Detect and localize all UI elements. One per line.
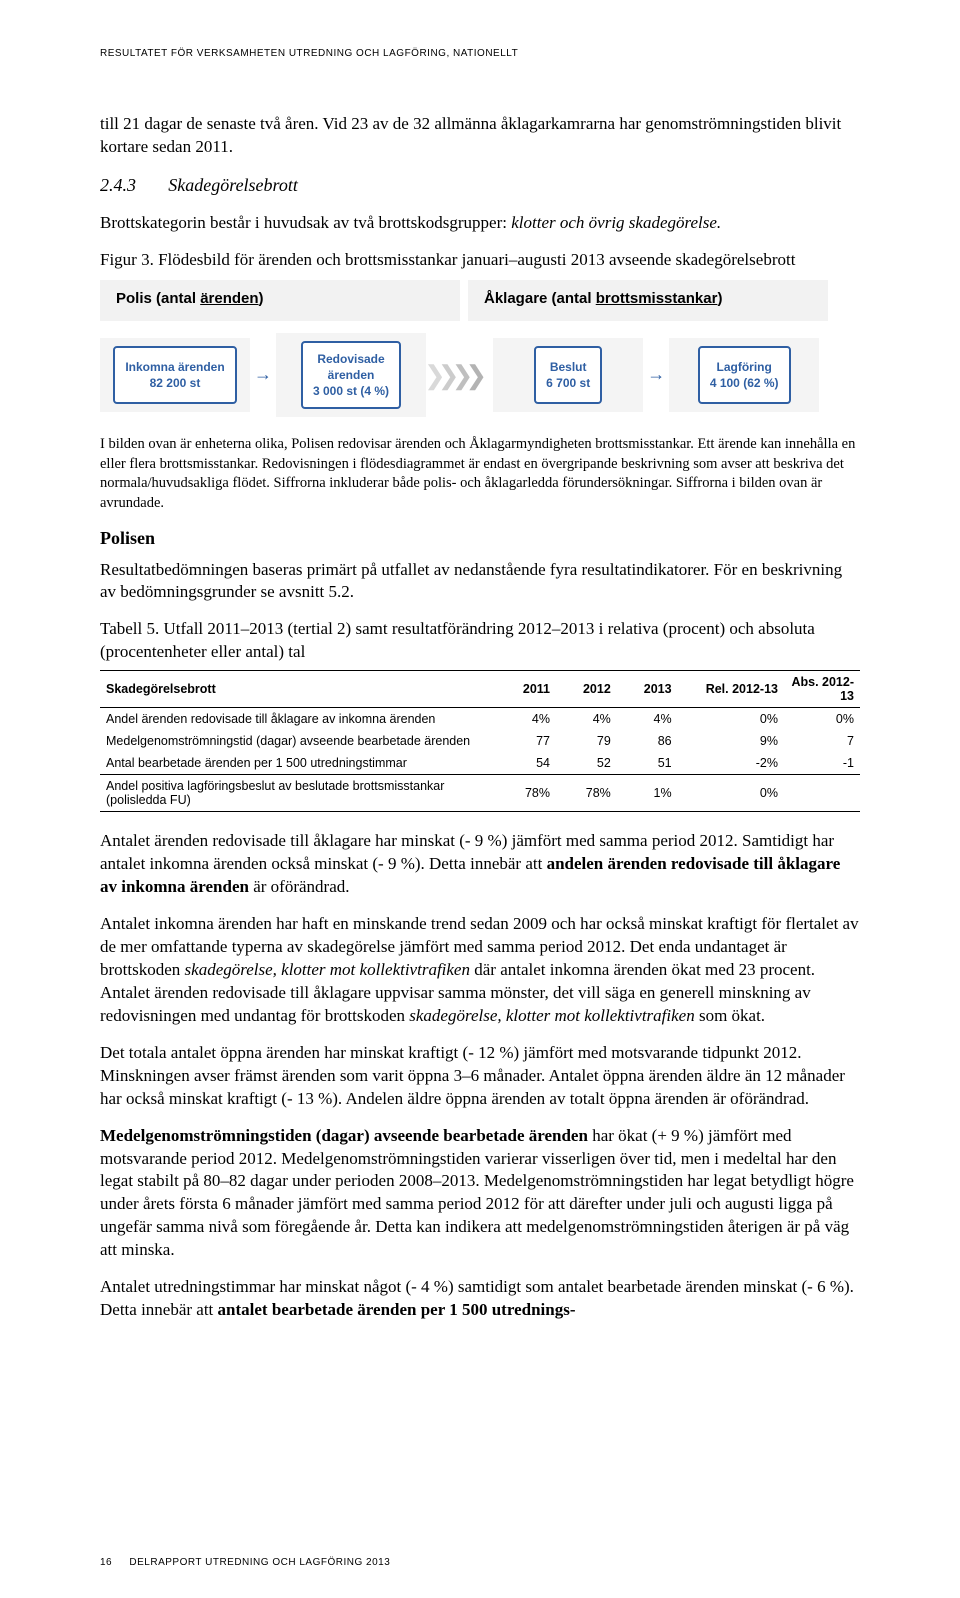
table-cell: 54 bbox=[495, 752, 556, 775]
table-cell: 4% bbox=[617, 708, 678, 731]
node-l2: ärenden bbox=[313, 367, 389, 383]
table-caption: Tabell 5. Utfall 2011–2013 (tertial 2) s… bbox=[100, 618, 860, 664]
table-row: Medelgenomströmningstid (dagar) avseende… bbox=[100, 730, 860, 752]
table-col-header: Skadegörelsebrott bbox=[100, 671, 495, 708]
arrow-icon: → bbox=[647, 364, 665, 385]
section-title: Skadegörelsebrott bbox=[168, 175, 298, 195]
node-l2: 4 100 (62 %) bbox=[710, 375, 779, 391]
body-p4: Medelgenomströmningstiden (dagar) avseen… bbox=[100, 1125, 860, 1263]
table-header-row: Skadegörelsebrott201120122013Rel. 2012-1… bbox=[100, 671, 860, 708]
table-cell bbox=[784, 775, 860, 812]
hdr-right-u: brottsmisstankar bbox=[596, 290, 718, 307]
node-box: Lagföring 4 100 (62 %) bbox=[698, 346, 791, 404]
body-p2: Antalet inkomna ärenden har haft en mins… bbox=[100, 913, 860, 1028]
table-cell: 1% bbox=[617, 775, 678, 812]
table-cell: -1 bbox=[784, 752, 860, 775]
table-cell: Andel positiva lagföringsbeslut av beslu… bbox=[100, 775, 495, 812]
running-head: RESULTATET FÖR VERKSAMHETEN UTREDNING OC… bbox=[100, 48, 860, 59]
table-cell: 78% bbox=[495, 775, 556, 812]
hdr-right-pre: Åklagare (antal bbox=[484, 290, 596, 307]
node-l3: 3 000 st (4 %) bbox=[313, 383, 389, 399]
table-cell: Antal bearbetade ärenden per 1 500 utred… bbox=[100, 752, 495, 775]
node-l1: Beslut bbox=[546, 359, 590, 375]
flow-header-polis: Polis (antal ärenden) bbox=[100, 280, 460, 321]
table-cell: 0% bbox=[678, 708, 784, 731]
node-box: Beslut 6 700 st bbox=[534, 346, 602, 404]
body-p3: Det totala antalet öppna ärenden har min… bbox=[100, 1042, 860, 1111]
chevron-icon: ❯ bbox=[465, 362, 487, 388]
table-cell: 0% bbox=[678, 775, 784, 812]
p2it1: skadegörelse, klotter mot kollektivtrafi… bbox=[185, 960, 470, 979]
table-row: Antal bearbetade ärenden per 1 500 utred… bbox=[100, 752, 860, 775]
node-l1: Redovisade bbox=[313, 351, 389, 367]
node-redovisade: Redovisade ärenden 3 000 st (4 %) bbox=[276, 333, 426, 418]
intro-paragraph: till 21 dagar de senaste två åren. Vid 2… bbox=[100, 113, 860, 159]
figure-fineprint: I bilden ovan är enheterna olika, Polise… bbox=[100, 435, 860, 513]
body-p1: Antalet ärenden redovisade till åklagare… bbox=[100, 830, 860, 899]
table-cell: 51 bbox=[617, 752, 678, 775]
section-heading: 2.4.3 Skadegörelsebrott bbox=[100, 173, 860, 198]
p2c: som ökat. bbox=[695, 1006, 765, 1025]
p1c: är oförändrad. bbox=[249, 877, 350, 896]
table-body: Andel ärenden redovisade till åklagare a… bbox=[100, 708, 860, 812]
table-cell: 4% bbox=[556, 708, 617, 731]
p5b: antalet bearbetade ärenden per 1 500 utr… bbox=[218, 1300, 576, 1319]
flowchart: Polis (antal ärenden) Åklagare (antal br… bbox=[100, 280, 860, 418]
p4a: Medelgenomströmningstiden (dagar) avseen… bbox=[100, 1126, 592, 1145]
table-col-header: Rel. 2012-13 bbox=[678, 671, 784, 708]
table-cell: 0% bbox=[784, 708, 860, 731]
table-col-header: 2011 bbox=[495, 671, 556, 708]
node-l1: Lagföring bbox=[710, 359, 779, 375]
table-row: Andel positiva lagföringsbeslut av beslu… bbox=[100, 775, 860, 812]
node-inkomna: Inkomna ärenden 82 200 st bbox=[100, 338, 250, 412]
chevrons-icon: ❯❯❯❯ bbox=[432, 362, 487, 388]
flowchart-headers: Polis (antal ärenden) Åklagare (antal br… bbox=[100, 280, 860, 321]
node-l2: 82 200 st bbox=[125, 375, 224, 391]
p4b: har ökat (+ 9 %) jämfört med motsvarande… bbox=[100, 1126, 854, 1260]
category-text: Brottskategorin består i huvudsak av två… bbox=[100, 213, 511, 232]
node-l2: 6 700 st bbox=[546, 375, 590, 391]
hdr-left-u: ärenden bbox=[200, 290, 258, 307]
category-italic: klotter och övrig skadegörelse. bbox=[511, 213, 721, 232]
table-cell: 86 bbox=[617, 730, 678, 752]
hdr-right-post: ) bbox=[717, 290, 722, 307]
table-cell: 77 bbox=[495, 730, 556, 752]
page-number: 16 bbox=[100, 1557, 112, 1568]
table-col-header: 2013 bbox=[617, 671, 678, 708]
table-cell: Andel ärenden redovisade till åklagare a… bbox=[100, 708, 495, 731]
table-cell: 9% bbox=[678, 730, 784, 752]
p2it2: skadegörelse, klotter mot kollektivtrafi… bbox=[409, 1006, 694, 1025]
section-number: 2.4.3 bbox=[100, 175, 136, 195]
body-p5: Antalet utredningstimmar har minskat någ… bbox=[100, 1276, 860, 1322]
arrow-icon: → bbox=[254, 364, 272, 385]
node-beslut: Beslut 6 700 st bbox=[493, 338, 643, 412]
node-box: Redovisade ärenden 3 000 st (4 %) bbox=[301, 341, 401, 410]
table-cell: Medelgenomströmningstid (dagar) avseende… bbox=[100, 730, 495, 752]
category-paragraph: Brottskategorin består i huvudsak av två… bbox=[100, 212, 860, 235]
table-cell: 79 bbox=[556, 730, 617, 752]
results-table: Skadegörelsebrott201120122013Rel. 2012-1… bbox=[100, 670, 860, 812]
polisen-paragraph: Resultatbedömningen baseras primärt på u… bbox=[100, 559, 860, 605]
table-cell: 52 bbox=[556, 752, 617, 775]
footer-title: DELRAPPORT UTREDNING OCH LAGFÖRING 2013 bbox=[129, 1557, 390, 1568]
node-box: Inkomna ärenden 82 200 st bbox=[113, 346, 236, 404]
node-l1: Inkomna ärenden bbox=[125, 359, 224, 375]
hdr-left-pre: Polis (antal bbox=[116, 290, 200, 307]
table-cell: -2% bbox=[678, 752, 784, 775]
page: RESULTATET FÖR VERKSAMHETEN UTREDNING OC… bbox=[0, 0, 960, 1598]
flow-header-aklagare: Åklagare (antal brottsmisstankar) bbox=[468, 280, 828, 321]
table-col-header: Abs. 2012-13 bbox=[784, 671, 860, 708]
table-cell: 78% bbox=[556, 775, 617, 812]
node-lagforing: Lagföring 4 100 (62 %) bbox=[669, 338, 819, 412]
table-row: Andel ärenden redovisade till åklagare a… bbox=[100, 708, 860, 731]
hdr-left-post: ) bbox=[259, 290, 264, 307]
figure-caption: Figur 3. Flödesbild för ärenden och brot… bbox=[100, 249, 860, 272]
polisen-heading: Polisen bbox=[100, 528, 860, 549]
table-cell: 7 bbox=[784, 730, 860, 752]
table-cell: 4% bbox=[495, 708, 556, 731]
flow-row: Inkomna ärenden 82 200 st → Redovisade ä… bbox=[100, 333, 860, 418]
table-col-header: 2012 bbox=[556, 671, 617, 708]
page-footer: 16 DELRAPPORT UTREDNING OCH LAGFÖRING 20… bbox=[100, 1557, 390, 1568]
